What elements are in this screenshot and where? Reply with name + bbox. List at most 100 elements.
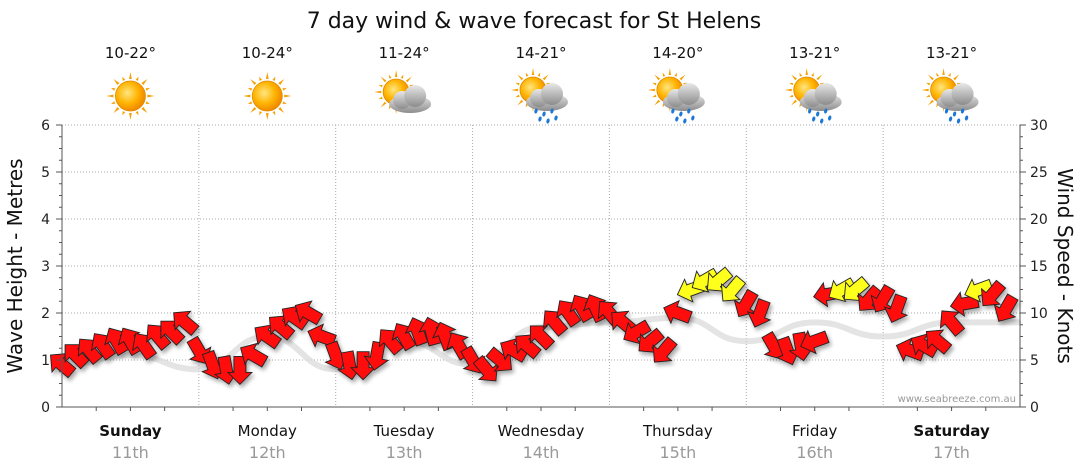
wind-arrow xyxy=(173,310,200,336)
sun-ray xyxy=(129,72,132,80)
sun-disc xyxy=(115,80,146,112)
sun-ray xyxy=(531,68,535,76)
wind-arrow xyxy=(623,319,652,345)
y-axis-right-label: Wind Speed - Knots xyxy=(1053,168,1077,364)
y-left-tick-label: 2 xyxy=(41,306,50,322)
wind-arrow xyxy=(543,310,569,337)
wind-arrow xyxy=(746,298,772,328)
sun-ray xyxy=(921,88,929,92)
sun-ray xyxy=(405,76,412,83)
sun-ray xyxy=(378,96,383,100)
sun-ray xyxy=(926,82,931,86)
sun-ray xyxy=(259,111,263,116)
sun-ray xyxy=(668,68,672,76)
sun-ray xyxy=(265,112,269,120)
sun-ray xyxy=(122,76,126,81)
rain-drop xyxy=(812,116,816,122)
wind-arrow xyxy=(472,354,498,382)
sun-ray xyxy=(278,79,285,85)
day-temp-range: 14-21° xyxy=(515,44,566,62)
sun-showers-icon xyxy=(921,68,979,124)
wind-arrow xyxy=(652,336,678,363)
sun-ray xyxy=(113,79,120,85)
y-right-tick-label: 25 xyxy=(1030,165,1048,181)
sun-ray xyxy=(272,76,276,81)
sun-ray xyxy=(537,72,541,77)
wind-arrow xyxy=(77,338,103,366)
day-temp-range: 10-24° xyxy=(242,44,293,62)
y-left-tick-label: 1 xyxy=(41,353,50,369)
sun-ray xyxy=(928,99,934,106)
sun-ray xyxy=(647,88,655,92)
sun-ray xyxy=(511,88,519,92)
sun-ray xyxy=(135,76,139,81)
day-name: Wednesday xyxy=(498,422,585,440)
day-name: Tuesday xyxy=(373,422,435,440)
wind-arrow xyxy=(964,278,994,303)
sun-disc xyxy=(251,80,283,112)
rain-drop xyxy=(828,115,832,121)
sunny-icon xyxy=(243,72,292,120)
sun-ray xyxy=(388,74,392,79)
wind-arrow xyxy=(90,333,117,361)
rain-drop xyxy=(952,111,957,117)
rain-drop xyxy=(960,108,965,114)
day-name: Monday xyxy=(238,422,297,440)
wind-arrow xyxy=(980,279,1007,307)
sun-ray xyxy=(515,94,520,98)
sun-ray xyxy=(674,72,678,77)
wind-arrow xyxy=(691,267,721,293)
wind-arrow xyxy=(529,325,556,351)
sun-ray xyxy=(380,76,387,83)
sun-ray xyxy=(135,111,139,116)
sun-ray xyxy=(147,94,155,98)
sun-ray xyxy=(791,99,797,106)
wind-arrow xyxy=(294,300,324,326)
y-right-tick-label: 30 xyxy=(1030,118,1048,134)
wind-arrow xyxy=(160,320,186,346)
rain-drop xyxy=(944,108,949,114)
day-name: Friday xyxy=(792,422,838,440)
rain-drop xyxy=(956,118,961,124)
wind-arrow xyxy=(663,299,693,325)
sun-ray xyxy=(250,79,257,85)
sunny-icon xyxy=(106,72,155,120)
sun-ray xyxy=(250,107,257,113)
sun-ray xyxy=(259,76,263,81)
y-axis-left-label: Wave Height - Metres xyxy=(3,158,27,373)
sun-ray xyxy=(525,72,529,77)
rain-drop xyxy=(675,116,679,122)
cloud xyxy=(936,83,979,111)
sun-ray xyxy=(141,107,148,113)
rain-drop xyxy=(546,118,550,124)
y-left-tick-label: 3 xyxy=(41,259,50,275)
sun-ray xyxy=(515,82,520,86)
wind-arrow xyxy=(828,277,857,303)
wind-arrow xyxy=(378,329,405,356)
day-date: 13th xyxy=(386,443,423,462)
sun-ray xyxy=(517,74,524,81)
sun-ray xyxy=(380,101,387,108)
day-date: 16th xyxy=(796,443,833,462)
sun-ray xyxy=(141,79,148,85)
rain-drop xyxy=(691,115,695,121)
sun-ray xyxy=(926,94,931,98)
sun-ray xyxy=(679,74,686,81)
rain-drop xyxy=(948,116,953,122)
wind-arrow xyxy=(733,288,759,318)
cloud xyxy=(389,85,432,113)
sun-ray xyxy=(129,112,132,120)
rain-drop xyxy=(534,108,538,114)
sun-ray xyxy=(282,87,287,91)
y-left-tick-label: 6 xyxy=(41,118,50,134)
sun-ray xyxy=(789,94,794,98)
rain-drop xyxy=(683,118,687,124)
wind-arrow xyxy=(993,293,1019,322)
partly-cloudy-icon xyxy=(374,70,432,114)
day-date: 17th xyxy=(933,443,970,462)
wind-arrow xyxy=(925,329,953,355)
wind-arrow xyxy=(268,315,296,341)
day-name: Sunday xyxy=(99,422,162,440)
sun-ray xyxy=(111,87,116,91)
wind-arrow xyxy=(254,324,283,350)
